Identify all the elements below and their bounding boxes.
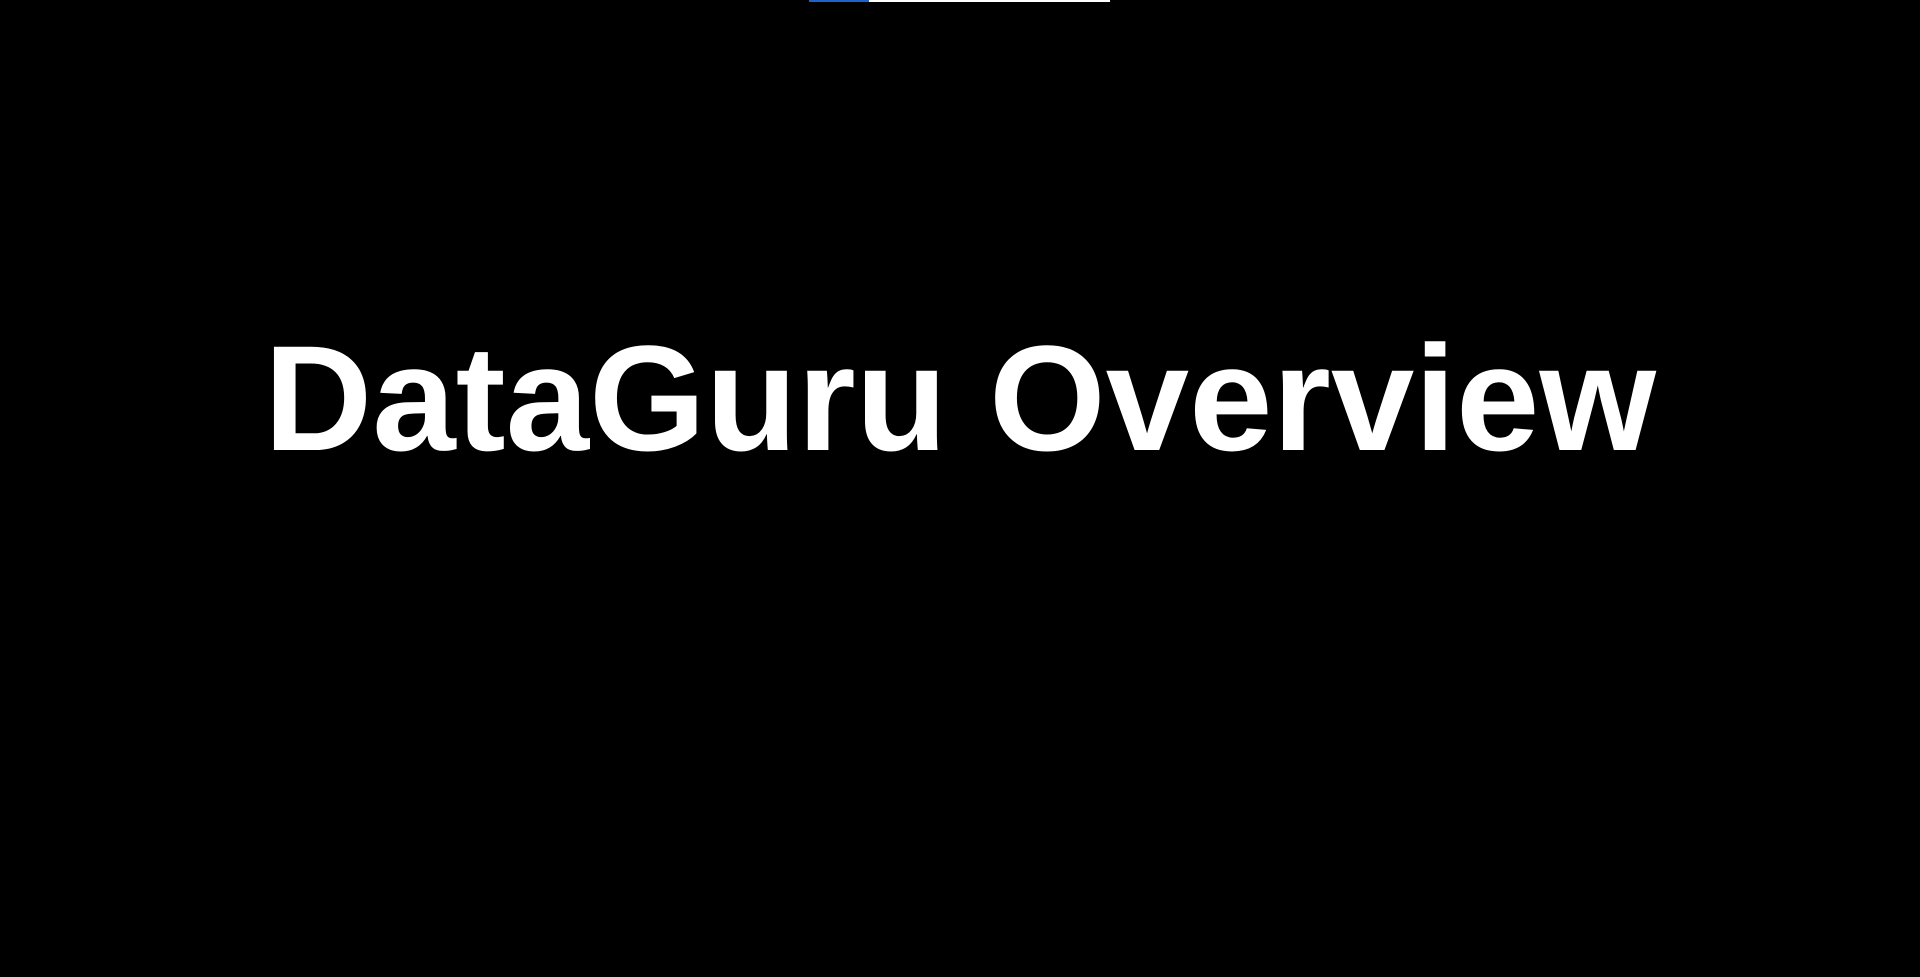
- slide-title: DataGuru Overview: [263, 314, 1657, 482]
- progress-bar-fill: [809, 0, 870, 2]
- progress-bar: [809, 0, 1110, 2]
